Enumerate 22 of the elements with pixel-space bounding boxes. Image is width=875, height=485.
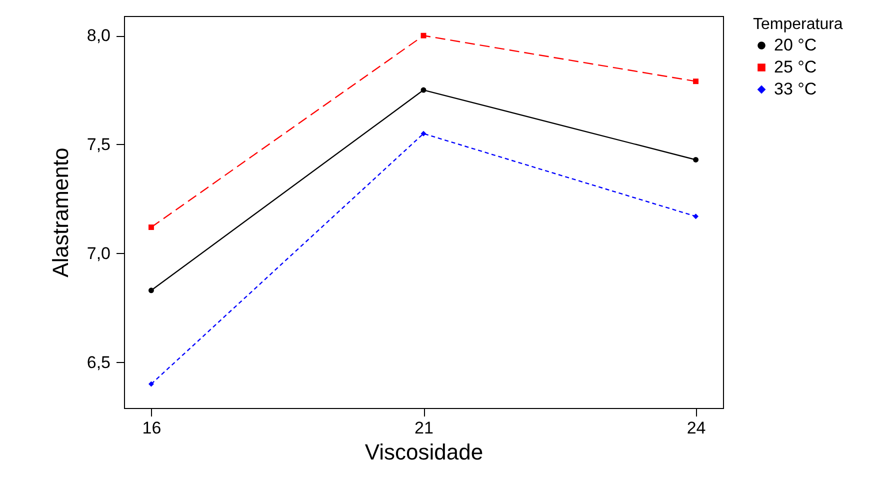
legend-title: Temperatura: [753, 16, 843, 33]
legend-label: 20 °C: [774, 36, 817, 54]
x-tick-label: 21: [414, 418, 434, 438]
x-axis-title: Viscosidade: [364, 440, 484, 464]
point: [420, 32, 426, 38]
point: [693, 157, 699, 162]
y-axis-title: Alastramento: [48, 148, 73, 278]
x-tick-label: 24: [686, 418, 706, 438]
legend-label: 25 °C: [774, 58, 817, 76]
point: [420, 130, 426, 136]
y-tick-label: 7,0: [86, 244, 110, 263]
point: [148, 224, 154, 230]
y-tick-label: 8,0: [86, 26, 110, 46]
point: [693, 78, 699, 84]
point: [148, 288, 154, 294]
point: [148, 381, 154, 387]
x-tick-label: 16: [142, 418, 162, 438]
y-tick-label: 6,5: [86, 352, 110, 372]
point: [420, 87, 426, 93]
point: [693, 214, 699, 220]
legend-label: 33 °C: [774, 80, 817, 98]
y-tick-label: 7,5: [86, 134, 110, 154]
